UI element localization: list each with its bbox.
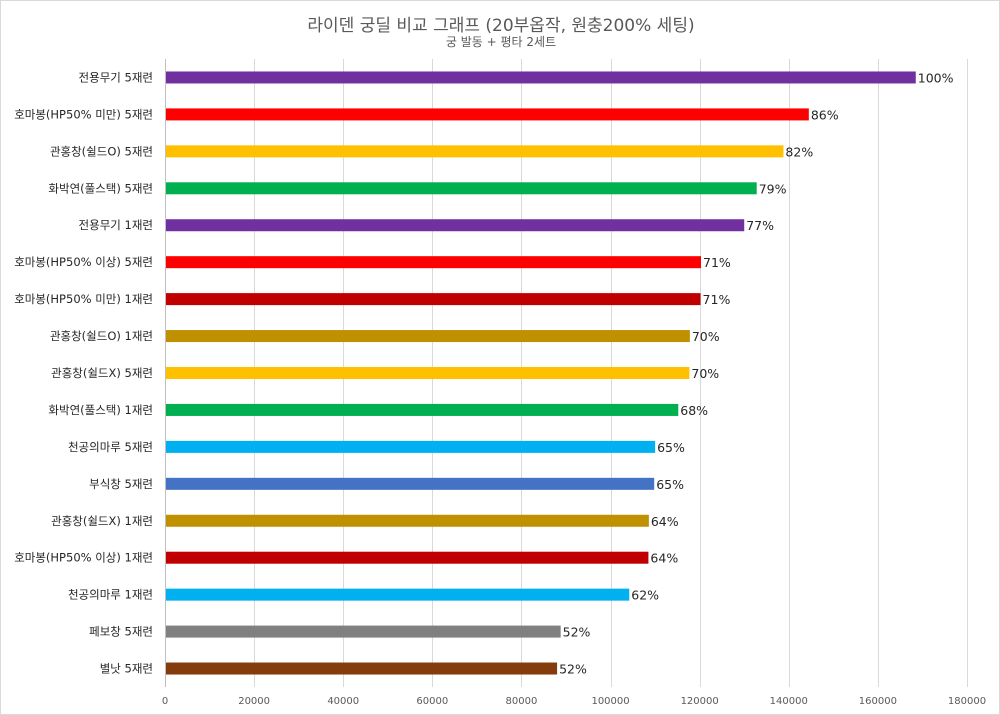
bar xyxy=(166,256,702,269)
category-label: 관홍창(쉴드O) 5재련 xyxy=(50,144,153,158)
x-tick-label: 160000 xyxy=(859,696,897,707)
category-label: 전용무기 1재련 xyxy=(79,218,153,232)
data-label: 68% xyxy=(680,403,708,418)
category-label: 화박연(풀스택) 5재련 xyxy=(48,181,153,195)
x-tick-label: 80000 xyxy=(506,696,538,707)
data-label: 82% xyxy=(785,144,813,159)
category-label: 천공의마루 5재련 xyxy=(68,440,153,454)
chart-title: 라이덴 궁딜 비교 그래프 (20부옵작, 원충200% 세팅) xyxy=(307,16,695,36)
data-label: 70% xyxy=(692,329,720,344)
data-label: 71% xyxy=(703,292,731,307)
x-tick-label: 0 xyxy=(162,696,168,707)
bar xyxy=(166,477,655,490)
data-label: 65% xyxy=(657,440,685,455)
chart-subtitle: 궁 발동 + 평타 2세트 xyxy=(445,35,557,49)
bar xyxy=(166,182,757,195)
bar xyxy=(166,588,630,601)
category-label: 천공의마루 1재련 xyxy=(68,588,153,602)
data-label: 70% xyxy=(691,366,719,381)
data-label: 62% xyxy=(631,588,659,603)
category-label: 관홍창(쉴드X) 1재련 xyxy=(51,514,153,528)
category-label: 호마봉(HP50% 미만) 5재련 xyxy=(14,107,153,121)
category-label: 부식창 5재련 xyxy=(89,477,153,491)
category-label: 호마봉(HP50% 미만) 1재련 xyxy=(14,292,153,306)
bar xyxy=(166,145,784,158)
data-label: 52% xyxy=(559,662,587,677)
category-label: 관홍창(쉴드X) 5재련 xyxy=(51,366,153,380)
category-label: 관홍창(쉴드O) 1재련 xyxy=(50,329,153,343)
bar xyxy=(166,514,649,527)
data-label: 64% xyxy=(650,551,678,566)
data-label: 86% xyxy=(811,107,839,122)
category-label: 별낫 5재련 xyxy=(100,662,153,676)
category-label: 호마봉(HP50% 이상) 1재련 xyxy=(14,551,153,565)
category-label: 전용무기 5재련 xyxy=(79,70,153,84)
bar xyxy=(166,662,558,675)
bar xyxy=(166,625,561,638)
bar xyxy=(166,219,745,232)
data-label: 65% xyxy=(656,477,684,492)
bar xyxy=(166,403,679,416)
bar xyxy=(166,440,656,453)
data-label: 77% xyxy=(746,218,774,233)
bar xyxy=(166,367,690,379)
bar xyxy=(166,71,916,84)
data-label: 64% xyxy=(651,514,679,529)
data-label: 79% xyxy=(759,181,787,196)
data-label: 100% xyxy=(918,70,954,85)
data-label: 52% xyxy=(563,625,591,640)
x-tick-label: 40000 xyxy=(327,696,359,707)
category-label: 호마봉(HP50% 이상) 5재련 xyxy=(14,255,153,269)
bar xyxy=(166,330,690,343)
category-label: 페보창 5재련 xyxy=(89,625,153,639)
x-tick-label: 180000 xyxy=(948,696,986,707)
category-label: 화박연(풀스택) 1재련 xyxy=(48,403,153,417)
x-tick-label: 140000 xyxy=(770,696,808,707)
bar xyxy=(166,293,701,306)
x-tick-label: 100000 xyxy=(591,696,629,707)
bar xyxy=(166,108,809,121)
x-tick-label: 60000 xyxy=(416,696,448,707)
data-label: 71% xyxy=(703,255,731,270)
bar xyxy=(166,551,649,564)
x-tick-label: 120000 xyxy=(681,696,719,707)
x-tick-label: 20000 xyxy=(238,696,270,707)
